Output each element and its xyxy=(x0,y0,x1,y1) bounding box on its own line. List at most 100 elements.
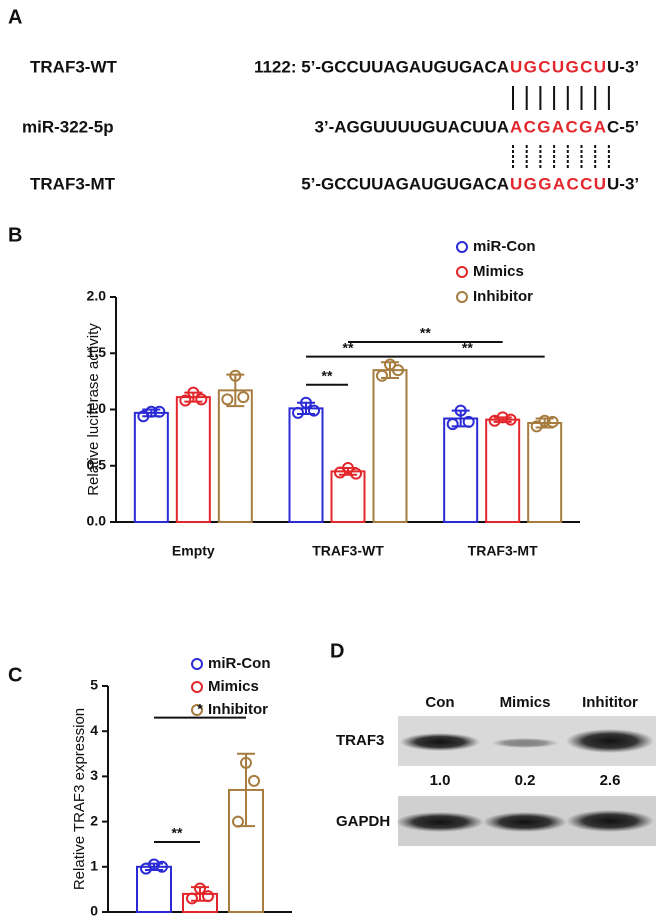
data-point xyxy=(384,358,396,371)
significance-label: ** xyxy=(172,825,183,841)
data-point xyxy=(350,467,362,480)
legend-marker xyxy=(191,704,203,716)
data-point xyxy=(240,756,252,769)
blot-band xyxy=(491,738,559,748)
lane-label: Inhititor xyxy=(582,694,638,711)
x-tick-label: Empty xyxy=(172,543,215,559)
y-tick-label: 1.0 xyxy=(87,400,107,416)
data-point xyxy=(308,404,320,417)
data-point xyxy=(179,394,192,407)
data-point xyxy=(504,413,517,426)
data-point xyxy=(195,393,208,406)
data-point xyxy=(229,369,242,382)
data-point xyxy=(232,815,244,828)
y-tick-label: 1.5 xyxy=(87,344,107,360)
bar xyxy=(443,417,479,523)
quantification: 2.6 xyxy=(600,772,621,789)
x-tick-label: TRAF3-MT xyxy=(468,543,538,559)
y-tick-label: 0.0 xyxy=(87,513,107,529)
blot-band xyxy=(400,733,480,751)
data-point xyxy=(538,414,551,427)
quantification: 1.0 xyxy=(430,772,451,789)
bar xyxy=(136,865,172,913)
data-point xyxy=(392,364,404,377)
bar xyxy=(485,418,521,523)
bar xyxy=(288,407,324,523)
bar xyxy=(133,411,169,523)
y-axis-label: Relative TRAF3 expression xyxy=(71,708,88,890)
sequence: U-3’ xyxy=(607,174,639,193)
legend-label: Inhibitor xyxy=(208,701,268,718)
data-point xyxy=(546,415,559,428)
seed-region: ACGACGA xyxy=(510,117,606,136)
data-point xyxy=(530,420,543,433)
legend-label: Mimics xyxy=(473,263,524,280)
panel-label: B xyxy=(8,224,22,246)
x-tick-label: TRAF3-WT xyxy=(312,543,384,559)
data-point xyxy=(342,462,354,474)
sequence-name: TRAF3-WT xyxy=(30,57,117,76)
data-point xyxy=(454,404,467,417)
sequence: C-5’ xyxy=(607,117,639,136)
data-point xyxy=(496,411,509,424)
significance-label: ** xyxy=(420,325,431,341)
data-point xyxy=(148,858,160,871)
data-point xyxy=(462,415,475,428)
data-point xyxy=(446,418,459,431)
blot-band xyxy=(566,810,654,832)
data-point xyxy=(145,405,158,418)
data-point xyxy=(153,405,166,418)
data-point xyxy=(194,882,206,895)
bar xyxy=(175,396,211,523)
pairing-bars xyxy=(512,86,610,169)
data-point xyxy=(221,393,234,406)
panel-label: C xyxy=(8,664,22,686)
legend-label: Inhibitor xyxy=(473,288,533,305)
y-tick-label: 0 xyxy=(90,903,98,919)
legend-label: miR-Con xyxy=(473,238,536,255)
legend-marker xyxy=(191,658,203,670)
legend-marker xyxy=(456,266,468,278)
y-tick-label: 2.0 xyxy=(87,288,107,304)
blot-label: GAPDH xyxy=(336,813,390,830)
bar xyxy=(217,389,253,523)
legend-marker xyxy=(191,681,203,693)
sequence: 3’-AGGUUUUGUACUUA xyxy=(314,117,509,136)
sequence: U-3’ xyxy=(607,57,639,76)
y-tick-label: 5 xyxy=(90,677,98,693)
y-tick-label: 0.5 xyxy=(87,456,107,472)
data-point xyxy=(156,860,168,873)
significance-label: ** xyxy=(343,339,354,355)
blot-band xyxy=(566,729,654,753)
data-point xyxy=(300,396,312,409)
sequence-name: TRAF3-MT xyxy=(30,174,116,193)
data-point xyxy=(237,391,250,404)
seed-region: UGGACCU xyxy=(510,174,606,193)
y-tick-label: 4 xyxy=(90,722,98,738)
data-point xyxy=(248,774,260,787)
legend-label: miR-Con xyxy=(208,655,271,672)
sequence: 5’-GCCUUAGAUGUGACA xyxy=(301,174,509,193)
lane-label: Mimics xyxy=(500,694,551,711)
sequence: 1122: 5’-GCCUUAGAUGUGACA xyxy=(254,57,509,76)
significance-label: ** xyxy=(462,339,473,355)
legend-marker xyxy=(456,291,468,303)
blot-label: TRAF3 xyxy=(336,732,384,749)
data-point xyxy=(186,892,198,905)
legend-label: Mimics xyxy=(208,678,259,695)
y-axis-label: Relative luciferase activity xyxy=(85,323,102,496)
data-point xyxy=(292,406,304,419)
panel-label: D xyxy=(330,640,344,662)
y-tick-label: 1 xyxy=(90,858,98,874)
blot-band xyxy=(396,812,484,832)
blot-band xyxy=(483,812,567,832)
data-point xyxy=(202,890,214,903)
significance-label: ** xyxy=(322,367,333,383)
seed-region: UGCUGCU xyxy=(510,57,606,76)
data-point xyxy=(376,369,388,382)
y-tick-label: 3 xyxy=(90,767,98,783)
lane-label: Con xyxy=(425,694,454,711)
y-tick-label: 2 xyxy=(90,812,98,828)
